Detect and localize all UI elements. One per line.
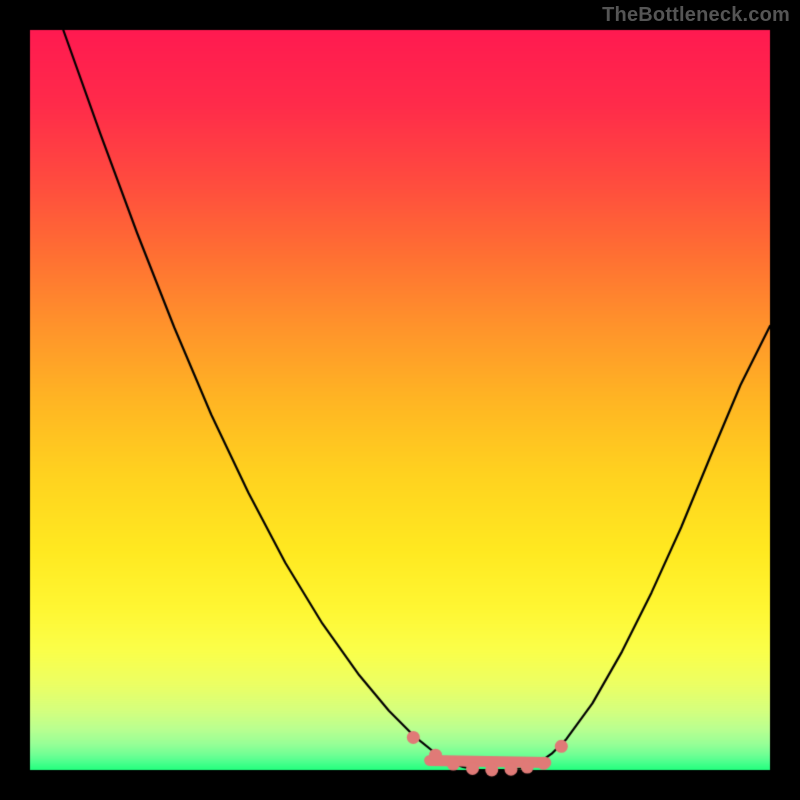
watermark-label: TheBottleneck.com bbox=[602, 4, 790, 27]
bottleneck-chart-canvas bbox=[0, 0, 800, 800]
chart-stage: TheBottleneck.com bbox=[0, 0, 800, 800]
